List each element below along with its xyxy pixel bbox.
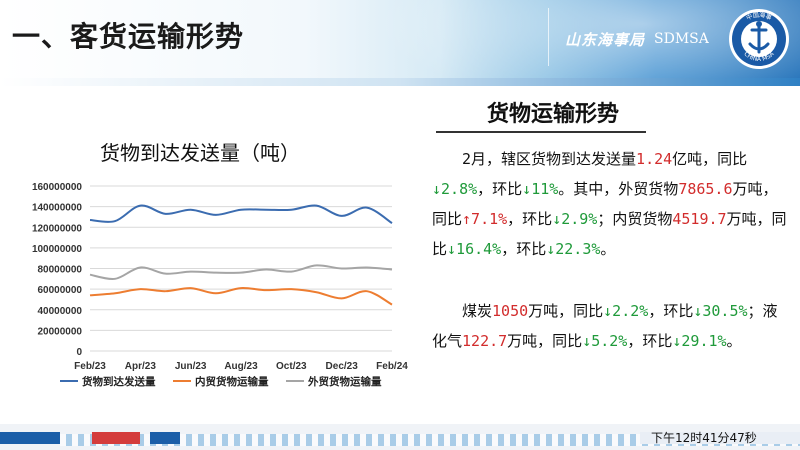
x-tick-label: Jun/23 bbox=[175, 361, 207, 372]
p2-run-9: ↓5.2% bbox=[582, 332, 628, 350]
x-tick-label: Feb/23 bbox=[74, 361, 106, 372]
p1-run-15: ↓16.4% bbox=[447, 240, 502, 258]
p1-run-4: ，环比 bbox=[477, 180, 523, 198]
p1-run-2: 亿吨，同比 bbox=[672, 150, 748, 168]
p1-run-6: 。其中，外贸货物 bbox=[558, 180, 679, 198]
p1-run-13: 4519.7 bbox=[672, 210, 727, 228]
p1-run-8: 万吨，同比 bbox=[432, 180, 778, 228]
series-line-1 bbox=[89, 287, 393, 306]
footer-blue-bar-mid bbox=[150, 432, 180, 444]
section-title-underline bbox=[436, 131, 646, 133]
footer-time-bg bbox=[640, 432, 800, 444]
y-tick-label: 120000000 bbox=[32, 223, 82, 234]
brand-name-cn: 山东海事局 bbox=[565, 31, 646, 49]
p2-run-6: ；液化气 bbox=[432, 302, 778, 350]
p1-run-17: ↓22.3% bbox=[546, 240, 601, 258]
p2-run-0: 煤炭 bbox=[462, 302, 493, 320]
p2-run-8: 万吨，同比 bbox=[507, 332, 583, 350]
p1-run-9: ↑7.1% bbox=[462, 210, 508, 228]
footer-wave bbox=[60, 434, 800, 446]
chart-title: 货物到达发送量（吨） bbox=[100, 141, 300, 165]
p2-run-7: 122.7 bbox=[462, 332, 508, 350]
brand-name-en: SDMSA bbox=[654, 31, 709, 47]
china-msa-logo-icon: 中国海事 CHINA MSA bbox=[729, 9, 789, 69]
header-decoration bbox=[330, 0, 800, 78]
p1-run-5: ↓11% bbox=[522, 180, 559, 198]
y-tick-label: 80000000 bbox=[38, 265, 83, 276]
p2-run-11: ↓29.1% bbox=[672, 332, 727, 350]
p1-run-12: ；内贸货物 bbox=[597, 210, 673, 228]
x-tick-label: Apr/23 bbox=[125, 361, 157, 372]
y-tick-label: 60000000 bbox=[38, 285, 83, 296]
clock-time: 下午12时41分47秒 bbox=[651, 431, 757, 445]
p1-run-18: 。 bbox=[600, 240, 616, 258]
p1-run-16: ，环比 bbox=[501, 240, 547, 258]
series-line-0 bbox=[89, 204, 393, 224]
header-stripe bbox=[0, 78, 800, 86]
header-divider bbox=[548, 8, 549, 66]
x-tick-label: Feb/24 bbox=[376, 361, 408, 372]
p2-run-1: 1050 bbox=[492, 302, 529, 320]
p2-run-10: ，环比 bbox=[627, 332, 673, 350]
p1-run-11: ↓2.9% bbox=[552, 210, 598, 228]
p2-run-4: ，环比 bbox=[648, 302, 694, 320]
x-tick-label: Oct/23 bbox=[276, 361, 307, 372]
p1-run-1: 1.24 bbox=[636, 150, 673, 168]
legend-label-0: 货物到达发送量 bbox=[81, 375, 156, 388]
y-tick-label: 40000000 bbox=[38, 306, 83, 317]
x-tick-label: Aug/23 bbox=[224, 361, 258, 372]
paragraph-coal-lng: 煤炭1050万吨，同比↓2.2%，环比↓30.5%；液化气122.7万吨，同比↓… bbox=[432, 296, 792, 356]
y-tick-label: 100000000 bbox=[32, 244, 82, 255]
p2-run-3: ↓2.2% bbox=[603, 302, 649, 320]
y-tick-label: 20000000 bbox=[38, 326, 83, 337]
series-line-2 bbox=[89, 264, 393, 281]
p2-run-12: 。 bbox=[726, 332, 742, 350]
y-tick-label: 160000000 bbox=[32, 182, 82, 193]
paragraph-cargo-summary: 2月，辖区货物到达发送量1.24亿吨，同比↓2.8%，环比↓11%。其中，外贸货… bbox=[432, 144, 792, 264]
y-tick-label: 0 bbox=[76, 347, 82, 358]
header-banner: 一、客货运输形势 山东海事局 SDMSA 中国海事 CHINA MSA bbox=[0, 0, 800, 78]
legend-label-1: 内贸货物运输量 bbox=[195, 375, 269, 388]
p2-run-2: 万吨，同比 bbox=[528, 302, 604, 320]
p1-run-0: 2月，辖区货物到达发送量 bbox=[462, 150, 637, 168]
svg-text:中国海事: 中国海事 bbox=[745, 11, 773, 22]
p1-run-14: 万吨，同比 bbox=[432, 210, 787, 258]
p1-run-10: ，环比 bbox=[507, 210, 553, 228]
p1-run-3: ↓2.8% bbox=[432, 180, 478, 198]
page-title: 一、客货运输形势 bbox=[12, 20, 245, 53]
p1-run-7: 7865.6 bbox=[678, 180, 733, 198]
footer-blue-bar-left bbox=[0, 432, 60, 444]
y-tick-label: 140000000 bbox=[32, 203, 82, 214]
footer-red-bar bbox=[92, 432, 140, 444]
p2-run-5: ↓30.5% bbox=[693, 302, 748, 320]
section-title: 货物运输形势 bbox=[487, 102, 620, 127]
x-tick-label: Dec/23 bbox=[326, 361, 359, 372]
line-chart: 0 20000000 40000000 60000000 80000000 1000000… bbox=[32, 182, 408, 388]
legend-label-2: 外贸货物运输量 bbox=[307, 375, 382, 388]
